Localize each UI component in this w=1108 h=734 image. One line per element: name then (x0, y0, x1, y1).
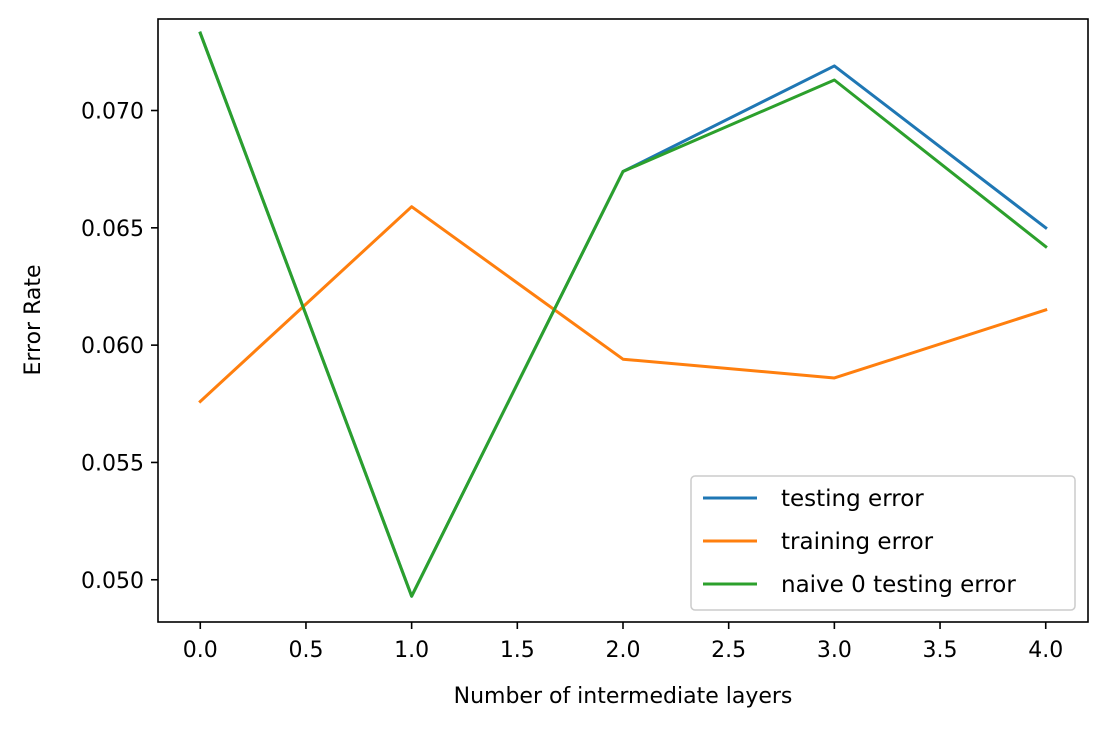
plot-frame (157, 18, 1089, 623)
y-axis-ticks: 0.050 0.055 0.060 0.065 0.070 (81, 100, 158, 594)
x-tick-label: 1.5 (500, 638, 535, 663)
x-tick-label: 1.0 (394, 638, 429, 663)
x-axis-ticks: 0.0 0.5 1.0 1.5 2.0 2.5 3.0 3.5 4.0 (183, 622, 1063, 663)
y-axis-label: Error Rate (21, 264, 46, 375)
x-tick-label: 3.0 (817, 638, 852, 663)
y-tick-label: 0.050 (81, 569, 144, 594)
legend-label: training error (781, 529, 934, 555)
x-tick-label: 0.5 (288, 638, 323, 663)
x-tick-label: 2.5 (711, 638, 746, 663)
x-tick-label: 3.5 (923, 638, 958, 663)
y-tick-label: 0.060 (81, 334, 144, 359)
x-tick-label: 4.0 (1028, 638, 1063, 663)
legend-label: naive 0 testing error (781, 572, 1016, 598)
series-line-naive-0-testing-error (198, 31, 1048, 598)
x-axis-label: Number of intermediate layers (454, 684, 793, 709)
y-tick-label: 0.070 (81, 100, 144, 125)
series-layer (198, 31, 1048, 598)
x-tick-label: 2.0 (606, 638, 641, 663)
x-tick-label: 0.0 (183, 638, 218, 663)
legend-box (690, 475, 1076, 611)
y-tick-label: 0.065 (81, 217, 144, 242)
y-tick-label: 0.055 (81, 451, 144, 476)
legend-label: testing error (781, 486, 924, 512)
legend: testing error training error naive 0 testi… (690, 475, 1076, 611)
series-line-training-error (198, 205, 1048, 404)
